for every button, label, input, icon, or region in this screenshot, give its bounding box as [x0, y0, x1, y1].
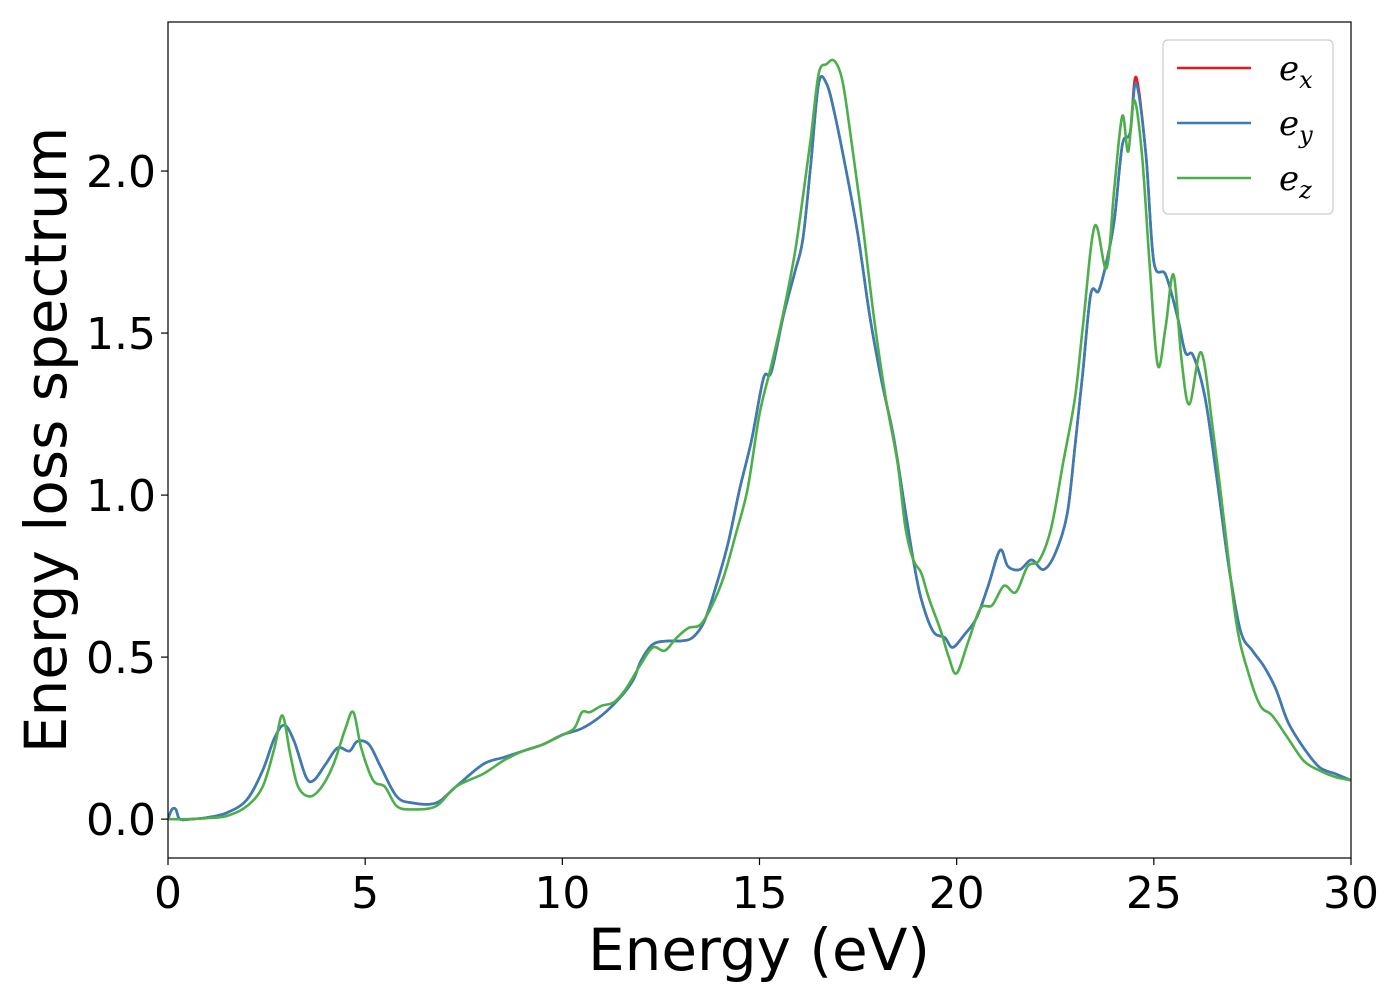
- plot-area: [168, 58, 1351, 822]
- x-tick-label: 25: [1126, 868, 1182, 919]
- series-line-y: [168, 75, 1351, 822]
- legend-label-z: ez: [1279, 159, 1312, 204]
- x-tick-label: 10: [534, 868, 590, 919]
- x-tick-label: 0: [154, 868, 182, 919]
- x-tick-label: 5: [351, 868, 379, 919]
- x-tick-label: 30: [1323, 868, 1379, 919]
- x-tick-label: 20: [929, 868, 985, 919]
- y-tick-label: 2.0: [86, 147, 156, 198]
- legend-box: [1162, 39, 1334, 215]
- y-tick-label: 1.0: [86, 471, 156, 522]
- y-tick-label: 0.5: [86, 633, 156, 684]
- y-tick-label: 0.0: [86, 795, 156, 846]
- series-line-z: [168, 58, 1351, 821]
- y-axis-label: Energy loss spectrum: [12, 127, 80, 753]
- legend: ex ey ez: [1162, 39, 1334, 215]
- legend-label-x: ex: [1279, 49, 1313, 94]
- x-axis-label: Energy (eV): [588, 916, 930, 984]
- y-tick-label: 1.5: [86, 309, 156, 360]
- x-tick-label: 15: [732, 868, 788, 919]
- x-axis: 0 5 10 15 20 25 30: [154, 858, 1379, 919]
- y-axis: 0.0 0.5 1.0 1.5 2.0: [86, 147, 168, 846]
- legend-label-y: ey: [1279, 104, 1313, 149]
